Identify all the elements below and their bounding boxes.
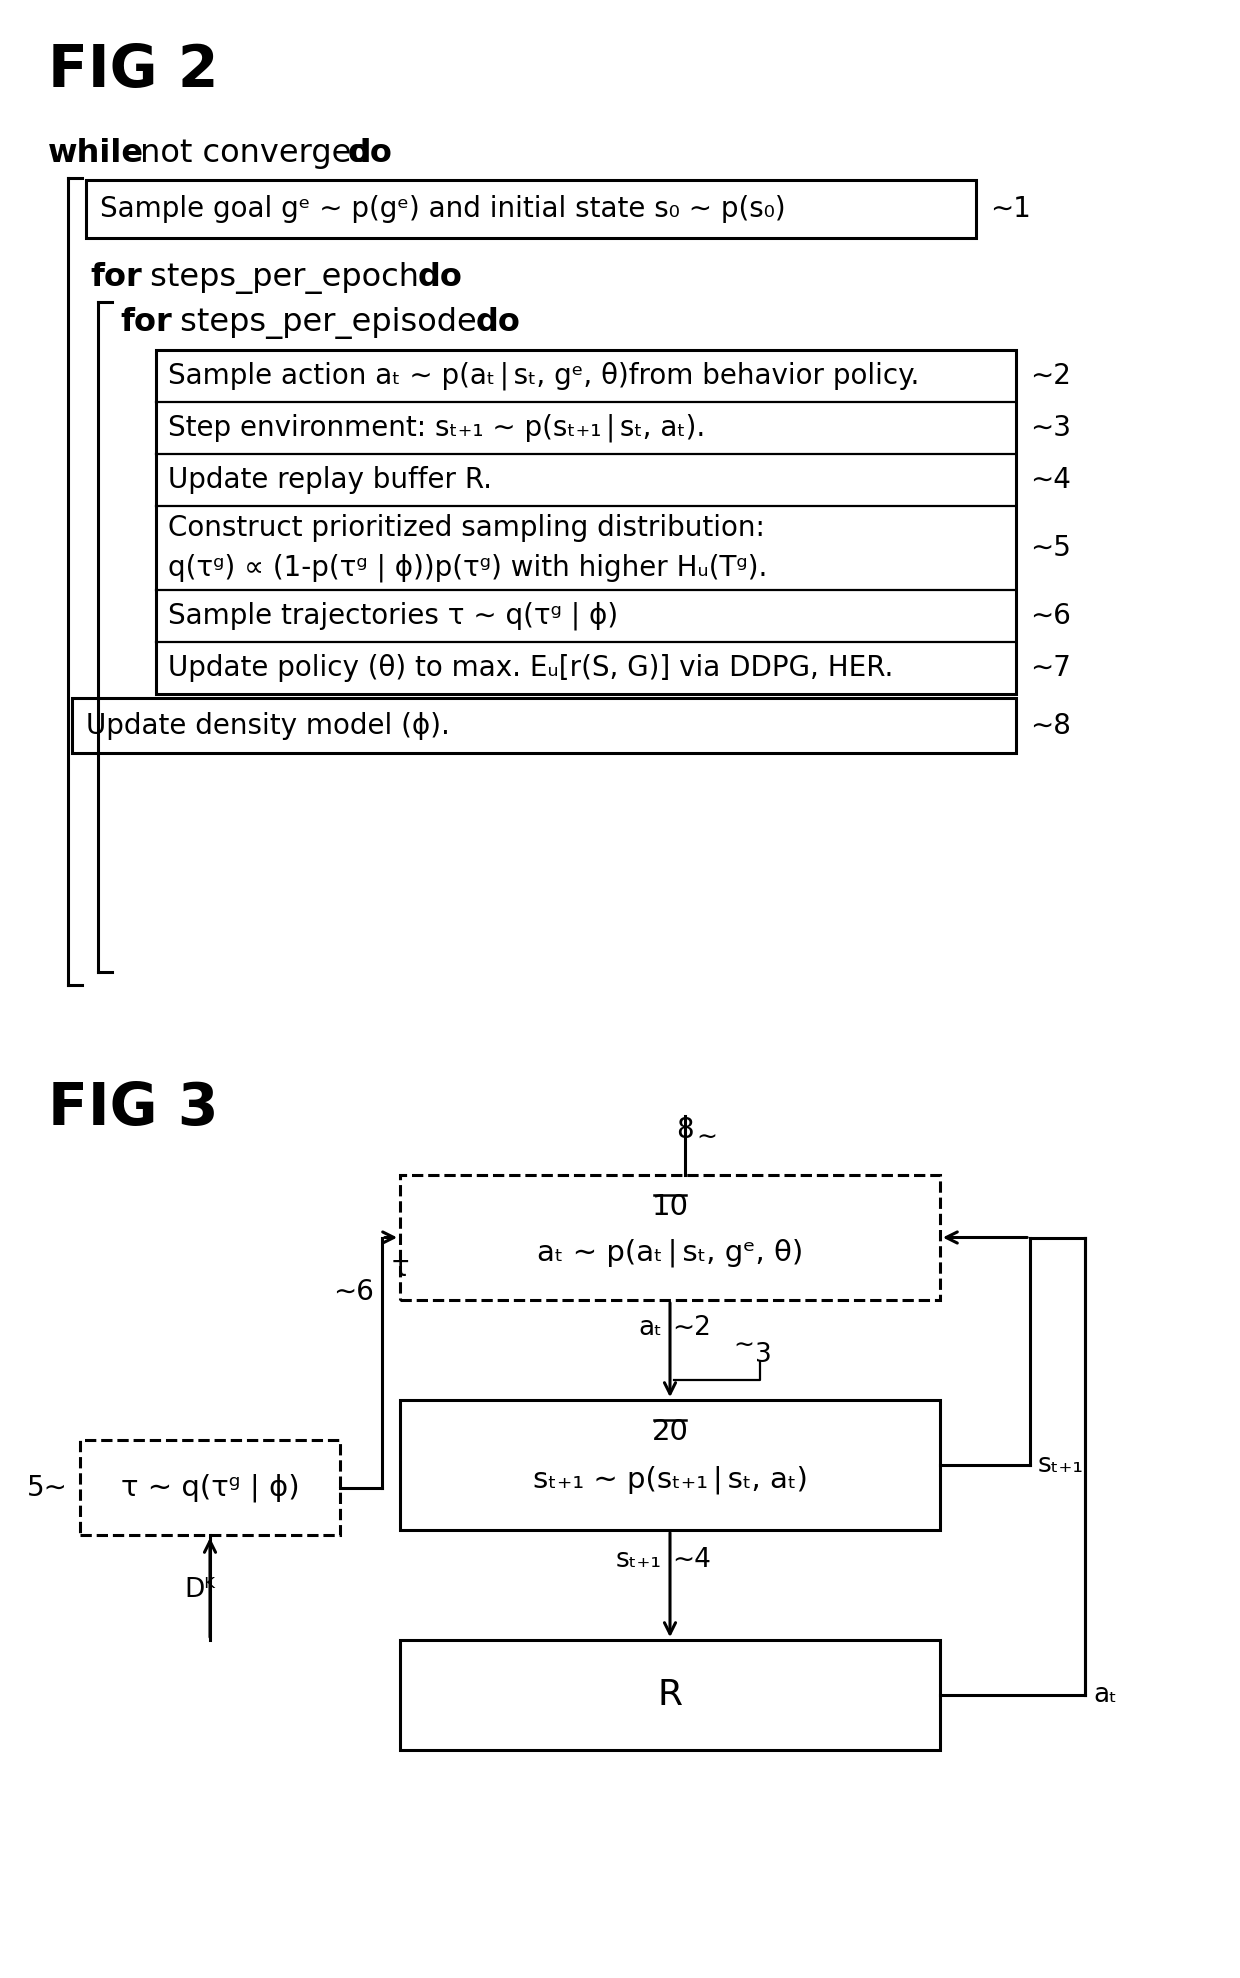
Text: Construct prioritized sampling distribution:
q(τᵍ) ∝ (1-p(τᵍ | ϕ))p(τᵍ) with hig: Construct prioritized sampling distribut… [167, 514, 768, 582]
Text: 10: 10 [651, 1193, 688, 1220]
Text: aₜ ∼ p(aₜ | sₜ, gᵉ, θ): aₜ ∼ p(aₜ | sₜ, gᵉ, θ) [537, 1238, 804, 1268]
Text: 3: 3 [755, 1341, 771, 1369]
Text: ∼6: ∼6 [1030, 601, 1071, 631]
Text: for: for [120, 307, 172, 338]
Text: Sample trajectories τ ∼ q(τᵍ | ϕ): Sample trajectories τ ∼ q(τᵍ | ϕ) [167, 601, 618, 631]
Bar [401, 1640, 940, 1751]
Text: ∼2: ∼2 [672, 1315, 711, 1341]
Text: ∼4: ∼4 [1030, 467, 1071, 494]
Text: ∼3: ∼3 [1030, 413, 1071, 441]
Text: aₜ: aₜ [1092, 1681, 1117, 1707]
Text: ∼: ∼ [697, 1125, 718, 1149]
Text: aₜ: aₜ [639, 1315, 662, 1341]
Text: Step environment: sₜ₊₁ ∼ p(sₜ₊₁ | sₜ, aₜ).: Step environment: sₜ₊₁ ∼ p(sₜ₊₁ | sₜ, aₜ… [167, 413, 706, 443]
Text: sₜ₊₁ ∼ p(sₜ₊₁ | sₜ, aₜ): sₜ₊₁ ∼ p(sₜ₊₁ | sₜ, aₜ) [532, 1466, 807, 1493]
Text: ∼1: ∼1 [990, 196, 1030, 224]
Text: ∼6: ∼6 [334, 1278, 374, 1307]
Bar [401, 1175, 940, 1300]
Text: τ: τ [392, 1254, 409, 1282]
Text: 8: 8 [676, 1116, 694, 1143]
Bar [401, 1400, 940, 1531]
Text: ∼4: ∼4 [672, 1547, 711, 1573]
Text: Update replay buffer R.: Update replay buffer R. [167, 467, 492, 494]
Text: while: while [48, 138, 144, 168]
Text: τ ∼ q(τᵍ | ϕ): τ ∼ q(τᵍ | ϕ) [120, 1474, 299, 1501]
Text: do: do [348, 138, 393, 168]
Bar [72, 698, 1016, 754]
Bar [81, 1440, 340, 1535]
Text: Update density model (ϕ).: Update density model (ϕ). [86, 712, 450, 740]
Text: Sample action aₜ ∼ p(aₜ | sₜ, gᵉ, θ)from behavior policy.: Sample action aₜ ∼ p(aₜ | sₜ, gᵉ, θ)from… [167, 362, 919, 390]
Text: Sample goal gᵉ ∼ p(gᵉ) and initial state s₀ ∼ p(s₀): Sample goal gᵉ ∼ p(gᵉ) and initial state… [100, 196, 786, 224]
Text: steps_per_episode: steps_per_episode [170, 307, 487, 338]
Text: do: do [476, 307, 521, 338]
Text: FIG 3: FIG 3 [48, 1080, 218, 1137]
Text: sₜ₊₁: sₜ₊₁ [1038, 1452, 1084, 1478]
Text: ∼7: ∼7 [1030, 655, 1071, 682]
Text: 5∼: 5∼ [27, 1474, 68, 1501]
Bar [156, 350, 1016, 694]
Text: 20: 20 [651, 1418, 688, 1446]
Text: ∼8: ∼8 [1030, 712, 1071, 740]
Text: Dᴷ: Dᴷ [185, 1576, 216, 1602]
Bar [86, 180, 976, 237]
Text: ∼: ∼ [733, 1333, 754, 1359]
Text: Update policy (θ) to max. Eᵤ[r(S, G)] via DDPG, HER.: Update policy (θ) to max. Eᵤ[r(S, G)] vi… [167, 655, 893, 682]
Text: sₜ₊₁: sₜ₊₁ [616, 1547, 662, 1573]
Text: ∼2: ∼2 [1030, 362, 1071, 390]
Text: do: do [418, 261, 463, 293]
Text: not converged: not converged [130, 138, 382, 168]
Text: for: for [91, 261, 141, 293]
Text: steps_per_epoch: steps_per_epoch [140, 261, 429, 295]
Text: FIG 2: FIG 2 [48, 42, 218, 99]
Text: ∼5: ∼5 [1030, 534, 1071, 562]
Text: R: R [657, 1677, 682, 1713]
